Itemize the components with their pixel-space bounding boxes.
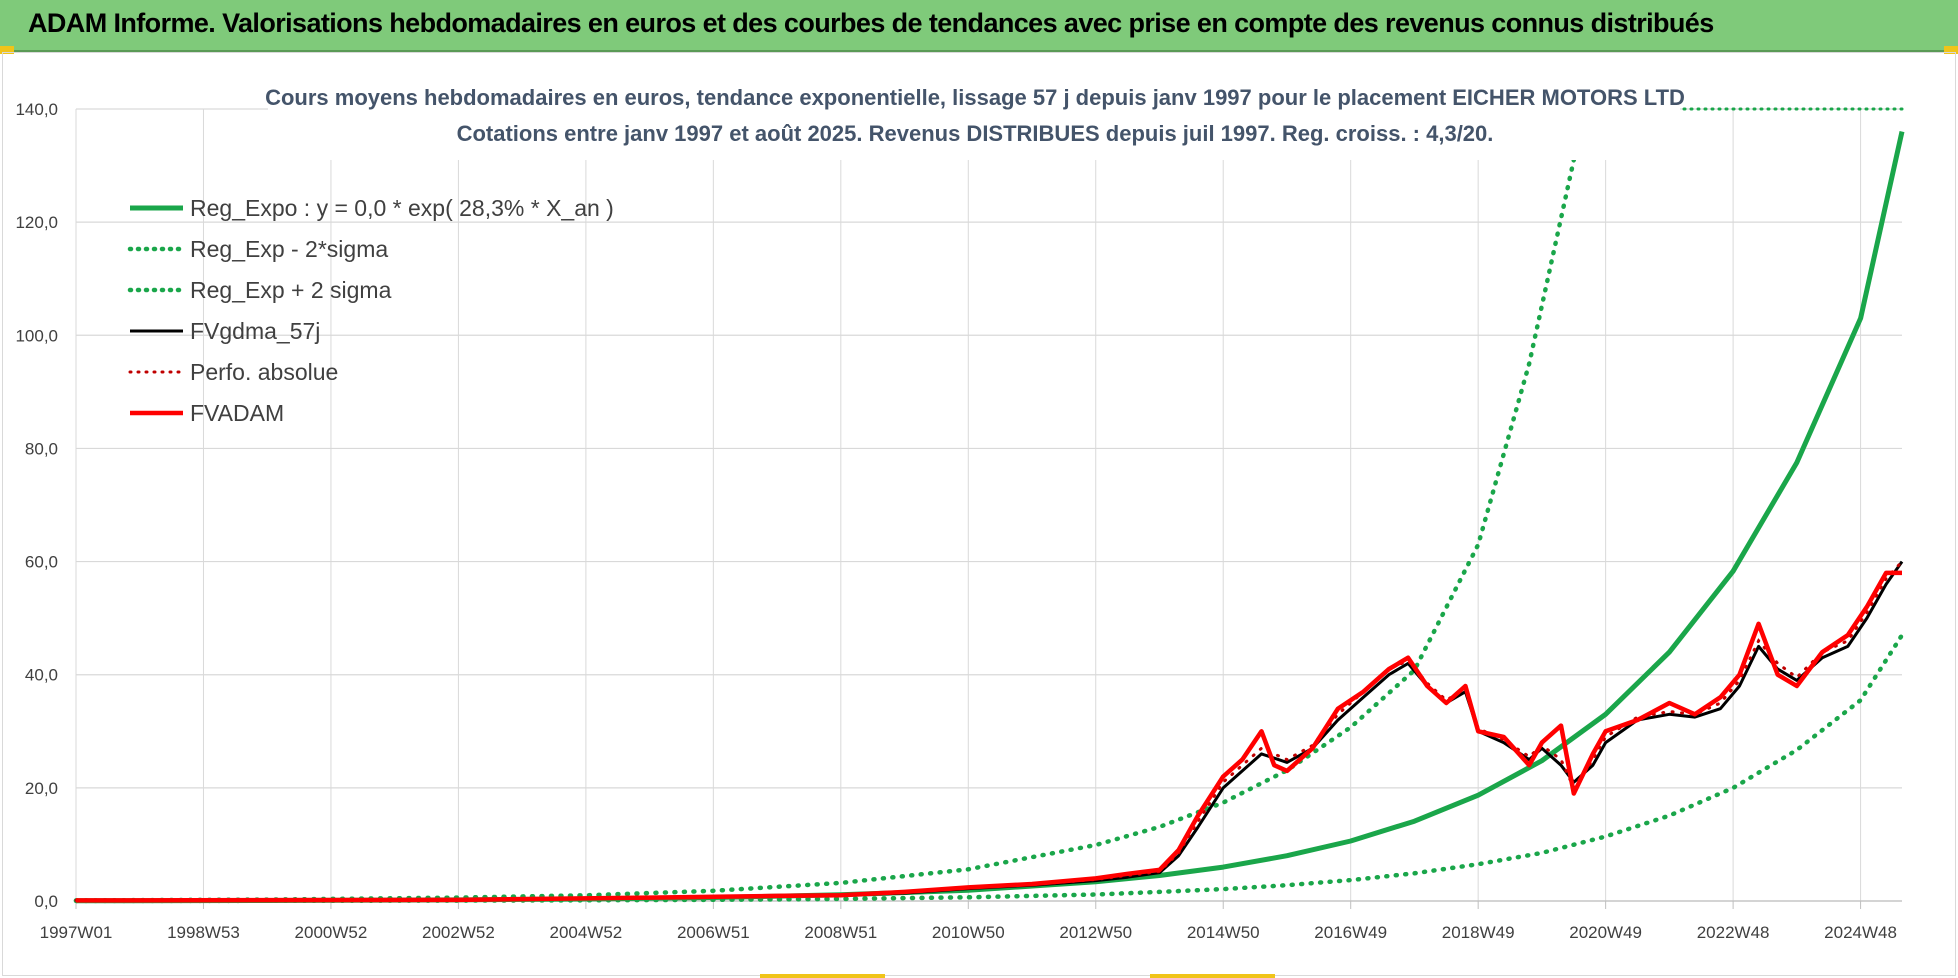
chart-area: [2, 52, 1956, 976]
x-tick-label: 2002W52: [422, 923, 495, 942]
report-banner: ADAM Informe. Valorisations hebdomadaire…: [0, 0, 1958, 52]
x-tick-label: 2008W51: [804, 923, 877, 942]
title-box: [268, 80, 1680, 160]
x-tick-label: 2000W52: [295, 923, 368, 942]
legend: Reg_Expo : y = 0,0 * exp( 28,3% * X_an )…: [127, 195, 614, 426]
chart-title: Cours moyens hebdomadaires en euros, ten…: [265, 85, 1685, 110]
y-axis-ticks: 0,0 20,0 40,0 60,0 80,0 100,0 120,0 140,0: [15, 100, 58, 911]
y-tick-label: 60,0: [25, 553, 58, 572]
series-fvadam: [75, 570, 1902, 903]
legend-label: FVgdma_57j: [190, 318, 320, 344]
x-tick-label: 2010W50: [932, 923, 1005, 942]
grid-lines: [75, 108, 1902, 902]
x-axis-ticks: 1997W01 1998W53 2000W52 2002W52 2004W52 2006W…: [40, 900, 1902, 942]
y-tick-label: 40,0: [25, 666, 58, 685]
corner-marker-right: [1944, 46, 1958, 54]
sheet-tab-marker: [1150, 974, 1275, 978]
x-tick-label: 2018W49: [1442, 923, 1515, 942]
y-tick-label: 140,0: [15, 100, 58, 119]
x-tick-label: 2016W49: [1314, 923, 1387, 942]
x-tick-label: 2014W50: [1187, 923, 1260, 942]
data-series: [73, 107, 1905, 904]
x-tick-label: 1997W01: [40, 923, 113, 942]
x-tick-label: 2024W48: [1824, 923, 1897, 942]
x-tick-label: 2020W49: [1569, 923, 1642, 942]
series-fvgdma-57j: [75, 560, 1904, 902]
y-tick-label: 80,0: [25, 439, 58, 458]
corner-marker-left: [0, 46, 14, 54]
y-tick-label: 0,0: [34, 892, 58, 911]
chart-subtitle: Cotations entre janv 1997 et août 2025. …: [457, 121, 1494, 146]
legend-label: Reg_Exp - 2*sigma: [190, 236, 388, 262]
x-tick-label: 2012W50: [1059, 923, 1132, 942]
series-reg-exp-2-sigma: [73, 157, 1577, 903]
y-tick-label: 20,0: [25, 779, 58, 798]
legend-label: Reg_Expo : y = 0,0 * exp( 28,3% * X_an ): [190, 195, 614, 221]
legend-label: Reg_Exp + 2 sigma: [190, 277, 392, 303]
x-tick-label: 2022W48: [1697, 923, 1770, 942]
legend-label: FVADAM: [190, 400, 284, 426]
x-tick-label: 2006W51: [677, 923, 750, 942]
y-tick-label: 100,0: [15, 326, 58, 345]
series-reg-exp-2-sigma: [73, 632, 1905, 904]
sheet-tab-marker: [760, 974, 885, 978]
report-title: ADAM Informe. Valorisations hebdomadaire…: [28, 8, 1714, 38]
legend-label: Perfo. absolue: [190, 359, 338, 385]
y-tick-label: 120,0: [15, 213, 58, 232]
series-perfo-absolue: [74, 560, 1904, 902]
x-tick-label: 2004W52: [549, 923, 622, 942]
x-tick-label: 1998W53: [167, 923, 240, 942]
